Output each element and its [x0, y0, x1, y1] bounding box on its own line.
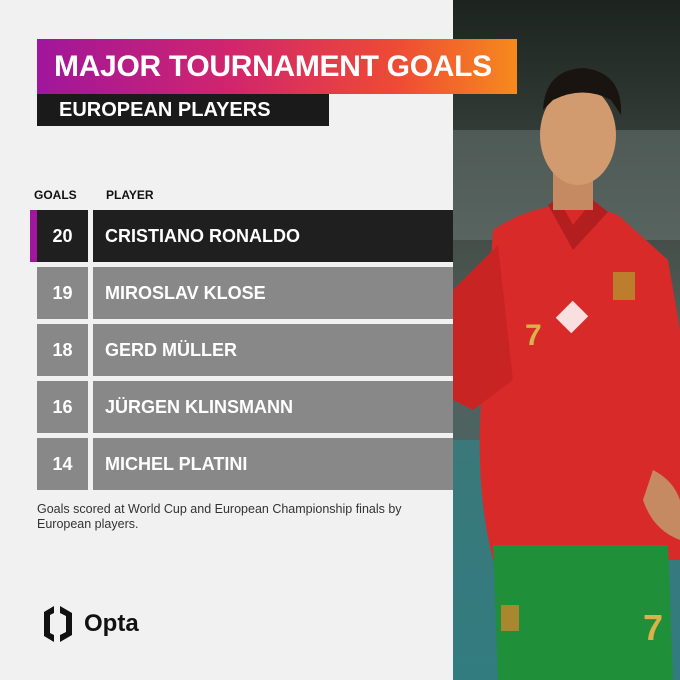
- opta-logo-icon: [44, 606, 72, 642]
- goals-value: 14: [37, 438, 88, 490]
- chart-title: MAJOR TOURNAMENT GOALS: [37, 39, 517, 94]
- brand-name: Opta: [84, 610, 139, 637]
- player-name: GERD MÜLLER: [93, 324, 453, 376]
- player-name: CRISTIANO RONALDO: [93, 210, 453, 262]
- highlight-accent: [30, 210, 37, 262]
- goals-value: 18: [37, 324, 88, 376]
- chart-subtitle: EUROPEAN PLAYERS: [37, 94, 329, 126]
- goals-value: 20: [37, 210, 88, 262]
- shirt-number: 7: [525, 319, 542, 352]
- player-name: MICHEL PLATINI: [93, 438, 453, 490]
- opta-logo: Opta: [40, 604, 139, 644]
- player-name: MIROSLAV KLOSE: [93, 267, 453, 319]
- player-name: JÜRGEN KLINSMANN: [93, 381, 453, 433]
- footnote: Goals scored at World Cup and European C…: [37, 502, 402, 531]
- svg-text:7: 7: [643, 607, 663, 648]
- goals-value: 16: [37, 381, 88, 433]
- player-photo: 7 7: [453, 0, 680, 680]
- column-header-goals: GOALS: [34, 188, 77, 202]
- goals-value: 19: [37, 267, 88, 319]
- column-header-player: PLAYER: [106, 188, 154, 202]
